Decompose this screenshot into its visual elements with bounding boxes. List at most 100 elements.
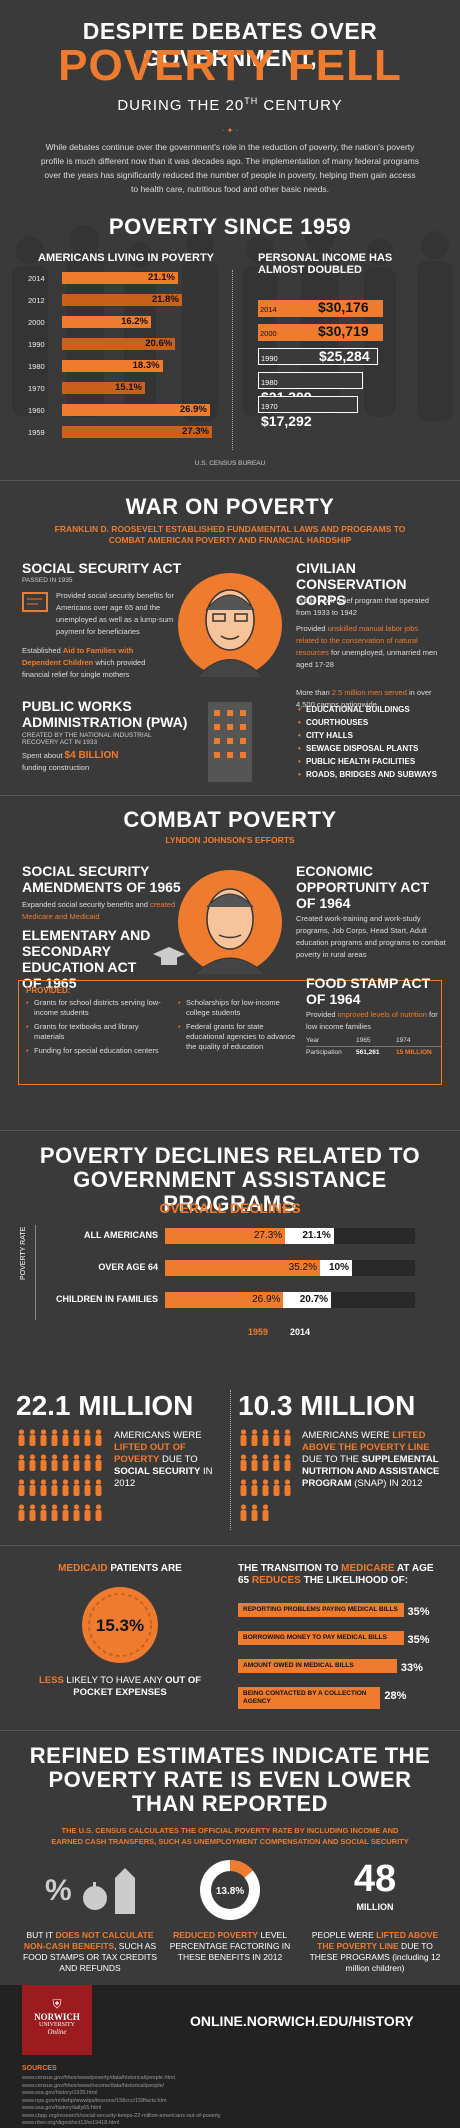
pwa-list-item: ROADS, BRIDGES AND SUBWAYS xyxy=(298,768,437,781)
income-chart-title: PERSONAL INCOME HAS ALMOST DOUBLED xyxy=(258,252,393,276)
footer-section: ⛨ NORWICH UNIVERSITY Online ONLINE.NORWI… xyxy=(0,1985,460,2128)
source-link[interactable]: www.ssa.gov/history/tally65.html xyxy=(22,2105,102,2111)
person-icon xyxy=(40,1454,47,1471)
ccc-title: CIVILIAN CONSERVATION CORPS xyxy=(296,560,407,608)
divider xyxy=(0,795,460,796)
person-icon xyxy=(62,1504,69,1521)
declines-bar-1959: 27.3% xyxy=(165,1228,286,1244)
refined-col2: REDUCED POVERTY LEVEL PERCENTAGE FACTORI… xyxy=(169,1930,291,1962)
right-million-text: AMERICANS WERE LIFTED ABOVE THE POVERTY … xyxy=(302,1430,440,1489)
pwa-list-item: PUBLIC HEALTH FACILITIES xyxy=(298,755,437,768)
num48: 48 xyxy=(353,1858,397,1900)
person-icon xyxy=(29,1429,36,1446)
person-icon xyxy=(262,1429,269,1446)
person-icon xyxy=(84,1504,91,1521)
source-link[interactable]: www.census.gov/hhes/www/income/data/hist… xyxy=(22,2082,165,2089)
esea-list-item: Federal grants for state educational age… xyxy=(178,1022,298,1052)
person-icon xyxy=(273,1479,280,1496)
people-icons-right xyxy=(238,1428,298,1528)
person-icon xyxy=(73,1504,80,1521)
source-link[interactable]: www.ssa.gov/history/1935.html xyxy=(22,2090,98,2096)
eoa-text: Created work-training and work-study pro… xyxy=(296,914,446,959)
pwa-list-item: EDUCATIONAL BUILDINGS xyxy=(298,703,437,716)
source-link[interactable]: www.nps.gov/nr/twhp/wwwlps/lessons/158cc… xyxy=(22,2097,167,2104)
poverty-bar: 16.2% xyxy=(62,316,151,328)
declines-bar-2014: 10% xyxy=(320,1260,352,1276)
source-link[interactable]: www.cbpp.org/research/social-security-ke… xyxy=(22,2112,221,2119)
fsa-text: Provided improved levels of nutrition fo… xyxy=(306,1010,438,1031)
source-label: U.S. CENSUS BUREAU xyxy=(194,460,266,467)
income-row: 2000 $30,719 xyxy=(258,324,383,341)
overall-declines-label: OVERALL DECLINES xyxy=(159,1200,301,1216)
person-icon xyxy=(251,1504,258,1521)
poverty-year-label: 1970 xyxy=(28,384,45,393)
person-icon xyxy=(18,1479,25,1496)
divider xyxy=(232,270,233,450)
left-million-text: AMERICANS WERE LIFTED OUT OF POVERTY DUE… xyxy=(114,1430,213,1489)
eoa-title: ECONOMIC OPPORTUNITY ACT OF 1964 xyxy=(296,863,430,911)
ssa-title: SOCIAL SECURITY ACT xyxy=(22,560,182,576)
medicare-item-bar: REPORTING PROBLEMS PAYING MEDICAL BILLS xyxy=(238,1603,404,1617)
declines-bar-2014: 20.7% xyxy=(283,1292,332,1308)
income-value: $30,719 xyxy=(318,323,369,339)
person-icon xyxy=(240,1479,247,1496)
footer-url[interactable]: ONLINE.NORWICH.EDU/HISTORY xyxy=(190,2013,414,2029)
building-icon xyxy=(208,702,252,782)
pie-label: 13.8% xyxy=(216,1886,244,1897)
fsa-table: Year 1965 1974 Participation 561,261 15 MILL… xyxy=(306,1035,441,1058)
person-icon xyxy=(284,1454,291,1471)
declines-section: POVERTY DECLINES RELATED TO GOVERNMENT A… xyxy=(0,1130,460,1370)
person-icon xyxy=(84,1479,91,1496)
crowd-silhouette-icon xyxy=(12,223,453,421)
medicare-item-bar: AMOUNT OWED IN MEDICAL BILLS xyxy=(238,1659,397,1673)
divider xyxy=(0,1130,460,1131)
divider xyxy=(0,1545,460,1546)
person-icon xyxy=(62,1479,69,1496)
provided-box xyxy=(18,980,442,1085)
person-icon xyxy=(95,1479,102,1496)
esea-list-item: Scholarships for low-income college stud… xyxy=(178,998,298,1018)
source-link[interactable]: www.census.gov/hhes/www/poverty/data/his… xyxy=(22,2075,175,2081)
sources-list: www.census.gov/hhes/www/poverty/data/his… xyxy=(22,2075,442,2125)
pwa-list-item: COURTHOUSES xyxy=(298,716,437,729)
refined-title: REFINED ESTIMATES INDICATE THE POVERTY R… xyxy=(29,1743,431,1816)
person-icon xyxy=(262,1454,269,1471)
person-icon xyxy=(18,1429,25,1446)
pwa-title: PUBLIC WORKS ADMINISTRATION (PWA) xyxy=(22,698,188,730)
ccc-text2: Provided unskilled manual labor jobs rel… xyxy=(296,624,438,669)
person-icon xyxy=(18,1454,25,1471)
medicare-item-value: 35% xyxy=(407,1634,430,1646)
shield-icon: ⛨ xyxy=(52,1997,62,2011)
person-icon xyxy=(240,1454,247,1471)
income-year-label: 2014 xyxy=(260,305,277,314)
person-icon xyxy=(51,1454,58,1471)
divider xyxy=(0,480,460,481)
source-link[interactable]: www.nber.org/digest/oct13/w19418.html xyxy=(22,2120,120,2125)
combat-title: COMBAT POVERTY xyxy=(123,807,337,832)
pwa-list: EDUCATIONAL BUILDINGSCOURTHOUSESCITY HAL… xyxy=(298,703,437,781)
person-icon xyxy=(284,1479,291,1496)
income-year-label: 1990 xyxy=(261,354,278,363)
svg-text:%: % xyxy=(45,1874,72,1907)
income-year-label: 1980 xyxy=(261,378,278,387)
ssa-text1: Provided social security benefits for Am… xyxy=(56,591,174,636)
person-icon xyxy=(95,1429,102,1446)
refined-col3: PEOPLE WERE LIFTED ABOVE THE POVERTY LIN… xyxy=(309,1930,441,1973)
person-icon xyxy=(40,1479,47,1496)
person-icon xyxy=(273,1429,280,1446)
person-icon xyxy=(51,1504,58,1521)
poverty-year-label: 1960 xyxy=(28,406,45,415)
declines-title: POVERTY DECLINES RELATED TO GOVERNMENT A… xyxy=(39,1143,421,1216)
person-icon xyxy=(62,1454,69,1471)
combat-poverty-section: COMBAT POVERTY LYNDON JOHNSON'S EFFORTS … xyxy=(0,795,460,1115)
poverty-chart-title: AMERICANS LIVING IN POVERTY xyxy=(38,252,215,264)
person-icon xyxy=(18,1504,25,1521)
sources-title: SOURCES xyxy=(22,2065,57,2072)
medicaid-section: MEDICAID PATIENTS ARE 15.3% LESS LIKELY … xyxy=(0,1545,460,1720)
pwa-list-item: CITY HALLS xyxy=(298,729,437,742)
person-icon xyxy=(95,1504,102,1521)
divider-ornament-icon: · ✦ · xyxy=(221,126,239,135)
since1959-title: POVERTY SINCE 1959 xyxy=(108,214,352,239)
poverty-bar: 21.1% xyxy=(62,272,178,284)
medicaid-pct: 15.3% xyxy=(96,1616,144,1635)
